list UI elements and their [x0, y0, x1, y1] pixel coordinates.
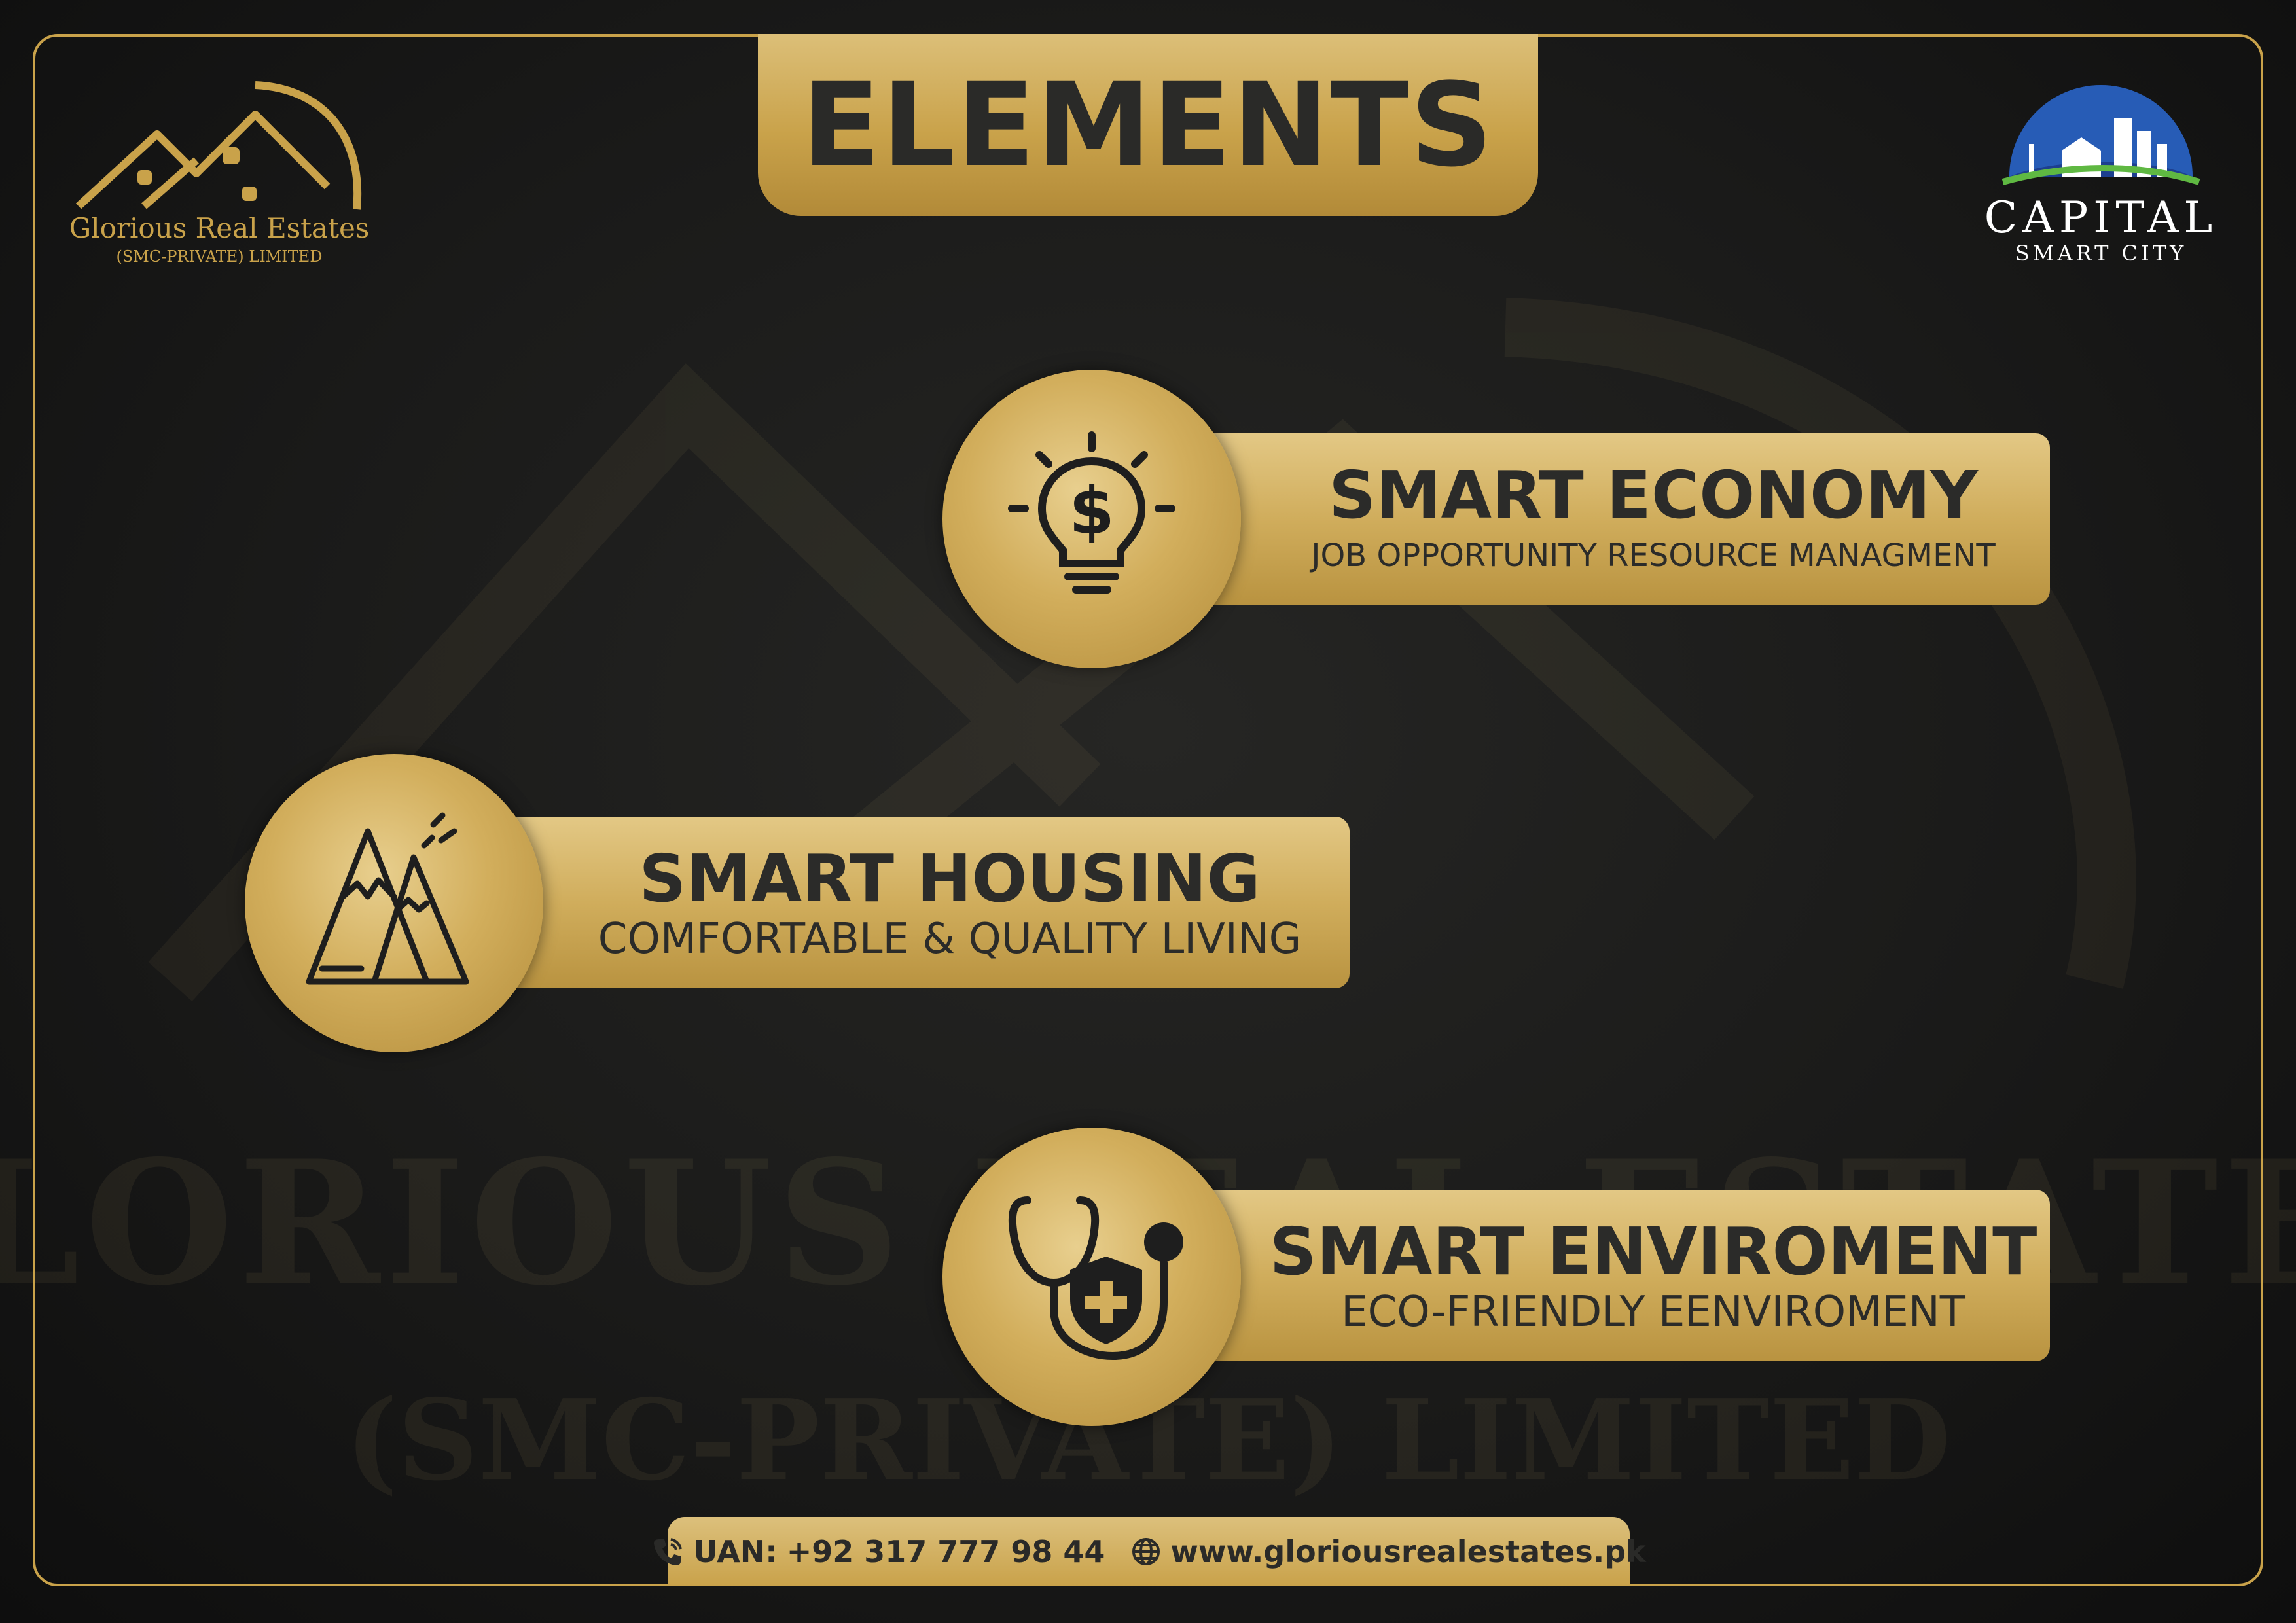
globe-icon: [1132, 1538, 1160, 1565]
website-contact[interactable]: www.gloriousrealestates.pk: [1131, 1534, 1646, 1569]
element-card-smart-economy: SMART ECONOMY JOB OPPORTUNITY RESOURCE M…: [1178, 433, 2050, 605]
page-title: ELEMENTS: [801, 58, 1495, 192]
capital-logo-subtitle: SMART CITY: [2015, 241, 2187, 266]
glorious-logo: Glorious Real Estates (SMC-PRIVATE) LIMI…: [69, 81, 370, 266]
contact-bar: UAN: +92 317 777 98 44 www.gloriousreale…: [654, 1517, 1646, 1586]
glorious-logo-name: Glorious Real Estates: [69, 212, 370, 244]
uan-number: +92 317 777 98 44: [786, 1534, 1105, 1569]
element-title: SMART ECONOMY: [1329, 457, 1978, 533]
element-card-smart-enviroment: SMART ENVIROMENT ECO-FRIENDLY EENVIROMEN…: [1178, 1190, 2050, 1361]
stethoscope-shield-icon: [1008, 1196, 1183, 1361]
svg-text:$: $: [1069, 473, 1115, 549]
website-link[interactable]: www.gloriousrealestates.pk: [1170, 1534, 1646, 1569]
element-card-smart-housing: SMART HOUSING COMFORTABLE & QUALITY LIVI…: [484, 817, 1350, 988]
element-title: SMART HOUSING: [639, 840, 1261, 917]
element-subtitle: ECO-FRIENDLY EENVIROMENT: [1341, 1288, 1965, 1336]
uan-label: UAN:: [693, 1534, 778, 1569]
capital-smart-city-logo: CAPITAL SMART CITY: [1984, 85, 2218, 266]
phone-icon: [654, 1538, 683, 1565]
uan-contact[interactable]: UAN: +92 317 777 98 44: [651, 1534, 1105, 1569]
element-subtitle: COMFORTABLE & QUALITY LIVING: [598, 915, 1302, 963]
element-title: SMART ENVIROMENT: [1269, 1213, 2037, 1290]
element-icon-circle: [942, 370, 1241, 668]
glorious-logo-subtitle: (SMC-PRIVATE) LIMITED: [116, 247, 322, 266]
title-tab: ELEMENTS: [758, 34, 1538, 216]
capital-logo-name: CAPITAL: [1984, 192, 2218, 243]
mountains-icon: [306, 812, 469, 985]
lightbulb-dollar-icon: $: [1008, 431, 1175, 594]
element-subtitle: JOB OPPORTUNITY RESOURCE MANAGMENT: [1311, 537, 1996, 574]
